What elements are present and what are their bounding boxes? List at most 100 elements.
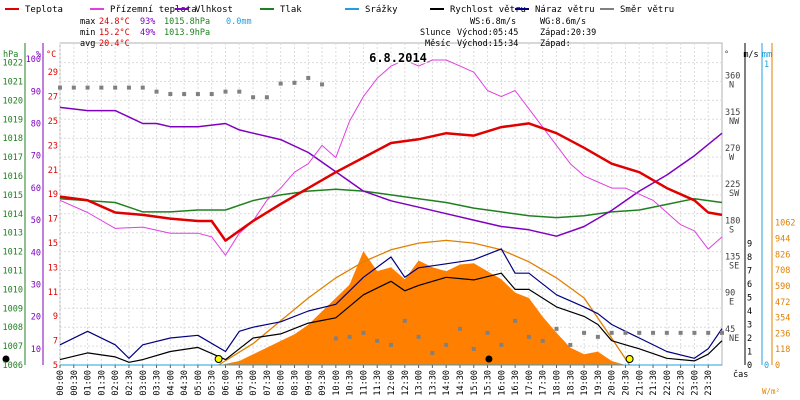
sun-set: Západ:20:39	[540, 28, 596, 38]
legend-label: Náraz větru	[535, 5, 595, 15]
tick-temperature: 15	[48, 239, 58, 249]
legend-label: Přízemní teplota	[110, 5, 197, 15]
wind-direction-point	[320, 82, 325, 87]
tick-temperature: 17	[48, 215, 58, 225]
sun-rise: Východ:05:45	[457, 28, 518, 38]
x-tick-label: 19:30	[594, 370, 604, 396]
x-tick-label: 17:00	[525, 370, 535, 396]
wind-direction-point	[471, 346, 476, 351]
wind-direction-point	[154, 89, 159, 94]
moonrise-marker	[485, 355, 493, 363]
tick-temperature: 29	[48, 68, 58, 78]
x-tick-label: 12:00	[387, 370, 397, 396]
x-tick-label: 23:30	[704, 370, 714, 396]
tick-wind-direction-letter: E	[729, 298, 734, 308]
x-tick-label: 23:00	[690, 370, 700, 396]
tick-wind-speed: 8	[747, 253, 752, 263]
legend-label: Srážky	[365, 5, 398, 15]
tick-pressure: 1010	[3, 285, 23, 295]
wind-ws: WS:6.8m/s	[470, 17, 516, 27]
axis-header-ms: m/s	[743, 50, 758, 60]
x-tick-label: 17:30	[539, 370, 549, 396]
tick-wind-direction-letter: W	[729, 153, 735, 163]
x-tick-label: 11:00	[359, 370, 369, 396]
tick-pressure: 1016	[3, 172, 23, 182]
tick-wind-direction: 270	[725, 144, 740, 154]
x-tick-label: 14:30	[456, 370, 466, 396]
wind-direction-point	[264, 95, 269, 100]
tick-solar: 354	[775, 314, 790, 324]
moon-label: Měsíc	[425, 39, 451, 49]
x-tick-label: 04:30	[180, 370, 190, 396]
tick-wind-direction: 225	[725, 180, 740, 190]
x-tick-label: 02:30	[125, 370, 135, 396]
x-tick-label: 10:30	[346, 370, 356, 396]
wind-wg: WG:8.6m/s	[540, 17, 586, 27]
moon-marker	[2, 355, 10, 363]
tick-temperature: 13	[48, 263, 58, 273]
wind-direction-point	[168, 92, 173, 97]
x-tick-label: 22:00	[663, 370, 673, 396]
x-tick-label: 16:00	[497, 370, 507, 396]
tick-temperature: 21	[48, 166, 58, 176]
stat-hum-min: 49%	[140, 28, 155, 38]
tick-pressure: 1013	[3, 229, 23, 239]
x-tick-label: 14:00	[442, 370, 452, 396]
x-tick-label: 01:00	[84, 370, 94, 396]
tick-pressure: 1014	[3, 210, 23, 220]
wind-direction-point	[582, 330, 587, 335]
chart-date-title: 6.8.2014	[369, 51, 427, 65]
tick-wind-direction-letter: N	[729, 81, 734, 91]
moon-rise: Východ:15:34	[457, 39, 518, 49]
wind-direction-point	[568, 342, 573, 347]
x-tick-label: 18:30	[566, 370, 576, 396]
wind-direction-point	[637, 330, 642, 335]
series-pressure	[59, 188, 723, 219]
tick-temperature: 23	[48, 141, 58, 151]
series-wind-gust	[59, 248, 723, 359]
x-tick-label: 22:30	[677, 370, 687, 396]
tick-temperature: 25	[48, 117, 58, 127]
stat-rain-max: 0.0mm	[226, 17, 252, 27]
tick-wind-speed: 2	[747, 334, 752, 344]
tick-humidity: 40	[31, 248, 41, 258]
wind-direction-point	[292, 80, 297, 85]
tick-solar: 826	[775, 250, 790, 260]
x-tick-label: 07:00	[249, 370, 259, 396]
series-theoretical-radiation	[218, 239, 631, 366]
stat-label-max: max	[80, 17, 95, 27]
wind-direction-point	[430, 350, 435, 355]
x-tick-label: 11:30	[373, 370, 383, 396]
tick-pressure: 1017	[3, 153, 23, 163]
x-tick-label: 18:00	[553, 370, 563, 396]
wind-direction-point	[457, 326, 462, 331]
tick-wind-direction-letter: SE	[729, 261, 739, 271]
stat-press-min: 1013.9hPa	[164, 28, 210, 38]
series-ground-temperature	[59, 59, 723, 256]
wind-direction-point	[609, 330, 614, 335]
wind-direction-point	[278, 81, 283, 86]
wind-direction-point	[678, 330, 683, 335]
axes-layer: 1006100710081009101010111012101310141015…	[3, 43, 795, 396]
x-tick-label: 08:30	[290, 370, 300, 396]
axis-header-pct: %	[36, 50, 41, 60]
tick-wind-direction: 315	[725, 108, 740, 118]
x-tick-label: 04:00	[166, 370, 176, 396]
tick-humidity: 50	[31, 216, 41, 226]
tick-pressure: 1022	[3, 59, 23, 69]
tick-solar: 944	[775, 235, 790, 245]
wind-direction-point	[237, 89, 242, 94]
legend-label: Rychlost větru	[450, 5, 526, 15]
tick-temperature: 19	[48, 190, 58, 200]
tick-wind-speed: 9	[747, 240, 752, 250]
tick-pressure: 1009	[3, 304, 23, 314]
wind-direction-point	[113, 85, 118, 90]
x-tick-label: 00:30	[70, 370, 80, 396]
tick-humidity: 100	[26, 55, 41, 65]
wind-direction-point	[499, 342, 504, 347]
x-tick-label: 20:00	[608, 370, 618, 396]
tick-wind-direction: 135	[725, 252, 740, 262]
moon-set: Západ:	[540, 39, 571, 49]
x-tick-label: 21:30	[649, 370, 659, 396]
